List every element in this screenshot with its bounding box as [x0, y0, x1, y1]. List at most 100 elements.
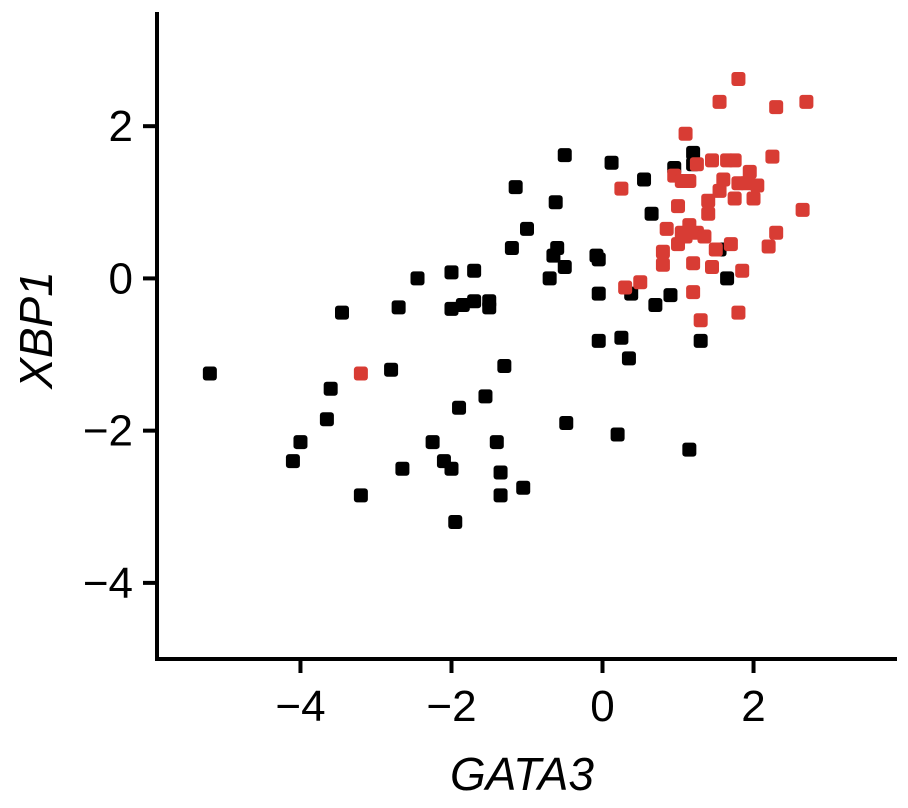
point-red — [686, 285, 701, 300]
point-black — [353, 488, 368, 503]
point-red — [723, 237, 738, 252]
point-black — [559, 416, 574, 431]
point-red — [671, 199, 686, 214]
point-red — [689, 157, 704, 172]
point-red — [678, 126, 693, 141]
x-tick-label: −2 — [426, 682, 476, 731]
point-red — [738, 176, 753, 191]
tick-labels: −4 −2 0 2 −4 −2 0 2 — [83, 102, 766, 731]
y-tick-label: −4 — [83, 559, 133, 608]
point-red — [686, 256, 701, 271]
point-black — [516, 480, 531, 495]
point-black — [391, 300, 406, 315]
point-black — [493, 465, 508, 480]
point-red — [659, 221, 674, 236]
point-red — [799, 94, 814, 109]
point-black — [542, 271, 557, 286]
point-black — [384, 362, 399, 377]
point-black — [693, 333, 708, 348]
point-red — [795, 202, 810, 217]
point-red — [353, 366, 368, 381]
point-red — [742, 164, 757, 179]
point-black — [478, 389, 493, 404]
point-red — [761, 239, 776, 254]
point-red — [712, 94, 727, 109]
point-black — [520, 221, 534, 236]
point-red — [727, 153, 742, 168]
point-red — [727, 191, 742, 206]
point-red — [769, 100, 784, 115]
point-red — [708, 242, 723, 257]
y-axis-title: XBP1 — [10, 271, 62, 390]
point-black — [444, 461, 459, 476]
point-red — [716, 172, 731, 187]
point-red — [701, 193, 716, 208]
x-tick-label: 2 — [741, 682, 765, 731]
point-black — [452, 400, 467, 415]
point-red — [655, 244, 670, 259]
point-black — [637, 172, 652, 187]
x-tick-label: −4 — [275, 682, 325, 731]
point-black — [467, 294, 482, 309]
point-black — [395, 461, 410, 476]
y-tick-label: −2 — [83, 407, 133, 456]
point-black — [323, 381, 338, 396]
point-black — [604, 155, 619, 170]
point-black — [497, 358, 512, 373]
point-black — [648, 298, 663, 313]
point-black — [614, 330, 629, 345]
point-black — [557, 259, 572, 274]
point-black — [682, 442, 697, 457]
point-black — [557, 148, 572, 163]
point-red — [712, 183, 727, 198]
point-black — [548, 195, 563, 210]
point-red — [701, 206, 716, 221]
point-black — [663, 288, 678, 303]
point-black — [410, 271, 425, 286]
point-red — [682, 173, 697, 188]
point-red — [731, 305, 746, 320]
point-red — [705, 153, 719, 168]
point-red — [697, 229, 712, 244]
point-black — [591, 333, 606, 348]
y-tick-label: 0 — [109, 254, 133, 303]
point-black — [444, 301, 459, 316]
point-red — [633, 275, 648, 290]
point-black — [504, 240, 519, 255]
y-tick-label: 2 — [109, 102, 133, 151]
point-red — [614, 181, 629, 196]
point-red — [678, 229, 693, 244]
point-red — [618, 280, 633, 295]
point-black — [686, 145, 701, 160]
x-tick-label: 0 — [590, 682, 614, 731]
point-black — [448, 514, 463, 529]
point-black — [285, 454, 300, 469]
axes — [143, 12, 897, 673]
point-red — [705, 259, 719, 274]
point-black — [508, 180, 523, 195]
point-black — [489, 435, 504, 450]
point-black — [493, 488, 508, 503]
point-black — [591, 252, 606, 267]
point-black — [591, 286, 606, 301]
point-red — [693, 313, 708, 328]
point-red — [655, 257, 670, 272]
point-black — [467, 263, 482, 278]
point-red — [750, 178, 765, 193]
point-black — [319, 412, 334, 427]
point-black — [720, 271, 735, 286]
point-black — [455, 298, 470, 313]
point-black — [482, 294, 497, 309]
x-axis-title: GATA3 — [450, 748, 594, 800]
points-layer — [202, 71, 814, 529]
point-black — [610, 427, 625, 442]
point-red — [735, 263, 750, 278]
point-red — [769, 225, 784, 240]
point-black — [621, 351, 636, 366]
point-black — [644, 206, 659, 221]
point-black — [335, 305, 349, 320]
point-red — [765, 149, 780, 164]
point-black — [550, 240, 565, 255]
point-black — [425, 435, 440, 450]
